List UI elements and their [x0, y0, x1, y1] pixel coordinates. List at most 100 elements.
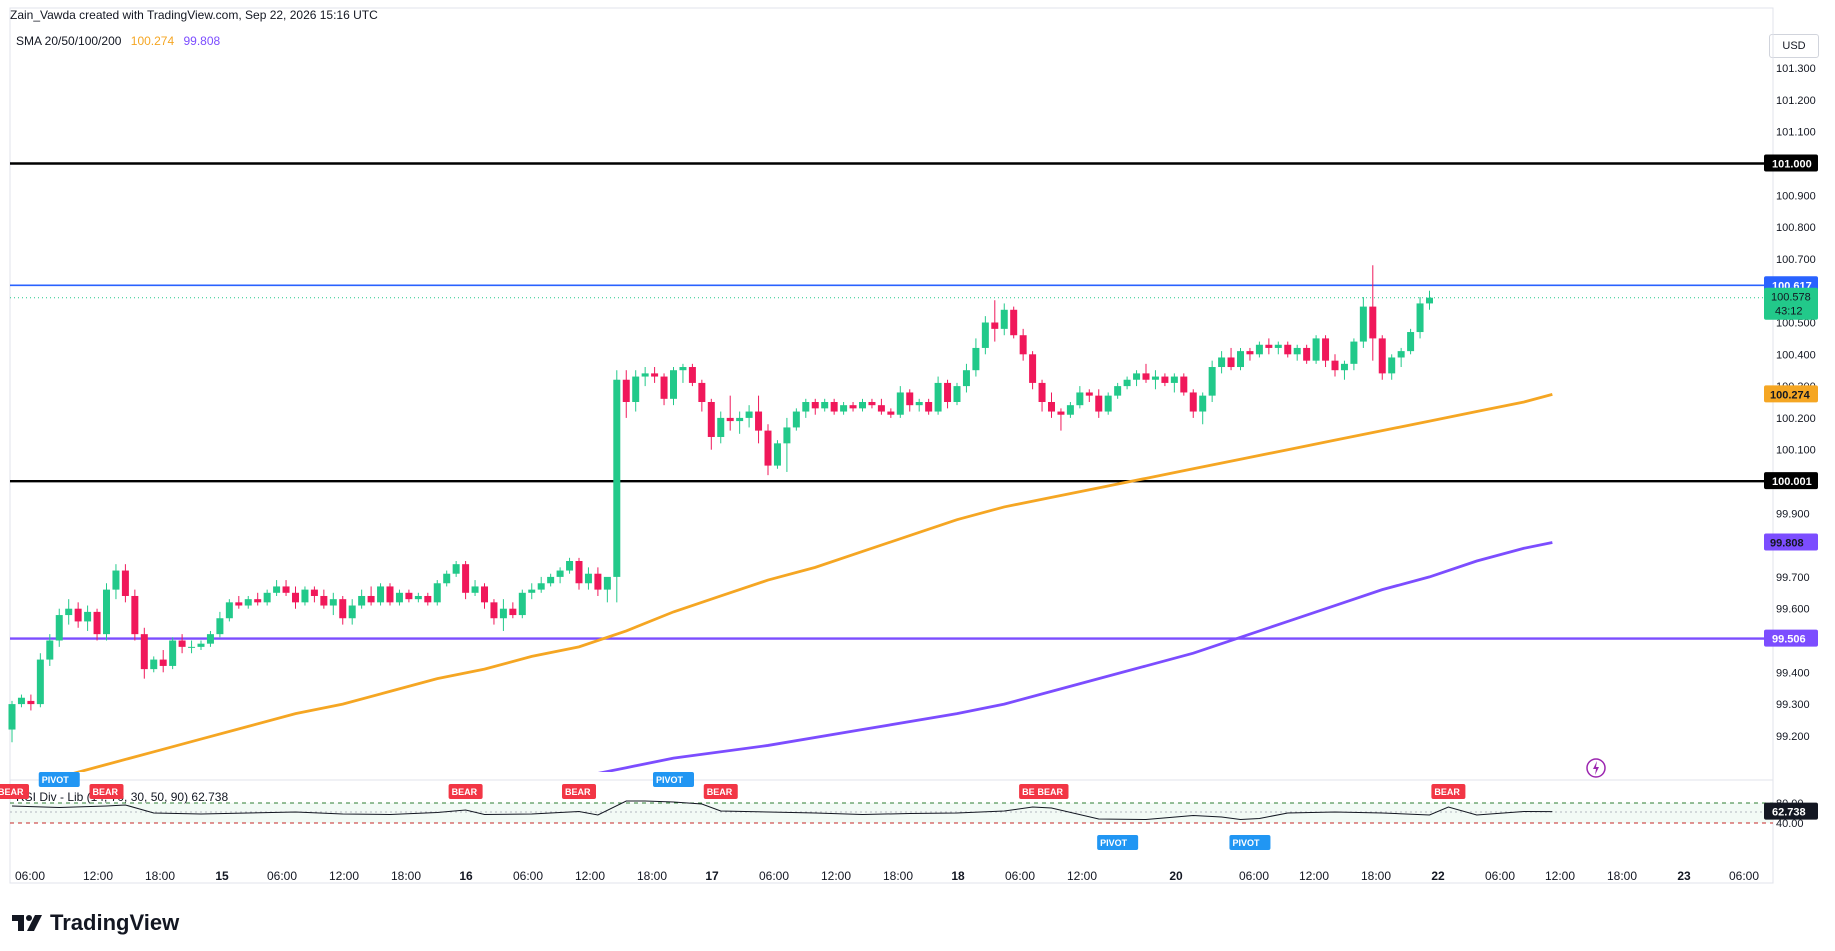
candle-body [36, 659, 44, 705]
alert-bolt-glyph [1593, 761, 1599, 775]
candle-body [906, 392, 914, 406]
candle-body [1151, 376, 1159, 380]
candle-body [1397, 351, 1405, 358]
candle-body [896, 392, 904, 415]
candle-body [1274, 344, 1282, 348]
candle-body [991, 322, 999, 329]
candle-body [414, 595, 422, 600]
countdown-text: 43:12 [1775, 306, 1803, 318]
candle-body [348, 605, 356, 619]
candle-body [424, 595, 432, 603]
candle-body [1416, 303, 1424, 333]
sma-orange-line [73, 393, 1553, 772]
rsi-signal-badge [653, 772, 694, 787]
candle-body [1208, 367, 1216, 396]
candle-body [1265, 344, 1273, 348]
sma-legend-label: SMA 20/50/100/200 [16, 34, 122, 48]
sma-purple-value: 99.808 [183, 34, 221, 48]
candle-body [1426, 297, 1433, 304]
y-axis: 101.300 101.200 101.100 100.900 100.800 100.7… [1776, 63, 1816, 743]
candle-body [131, 595, 139, 635]
candle-body [1133, 373, 1141, 380]
candle-body [1189, 392, 1197, 412]
candle-body [27, 700, 35, 705]
y-tick-label: 100.200 [1776, 413, 1816, 425]
rsi-signal-text: BEAR [93, 787, 119, 797]
candle-body [1085, 392, 1093, 396]
candle-body [462, 564, 470, 593]
candle-body [1104, 395, 1112, 412]
candle-body [197, 643, 205, 647]
candle-body [386, 586, 394, 603]
candles [8, 265, 1433, 743]
x-tick-label: 06:00 [267, 869, 297, 883]
x-tick-label: 12:00 [1299, 869, 1329, 883]
candle-body [1170, 376, 1178, 383]
candle-body [1237, 351, 1244, 368]
y-tick-label: 100.800 [1776, 222, 1816, 234]
x-tick-label: 16 [459, 869, 473, 883]
rsi-signal-badge [1431, 784, 1466, 799]
candle-body [1388, 357, 1396, 374]
candle-body [235, 602, 243, 606]
candle-body [150, 659, 158, 670]
rsi-signal-text: BEAR [0, 787, 24, 797]
rsi-signal-text: PIVOT [42, 775, 70, 785]
candle-body [46, 640, 54, 660]
rsi-signal-text: PIVOT [656, 775, 684, 785]
candle-body [528, 589, 536, 593]
candle-body [679, 367, 687, 371]
rsi-signal-badge [1229, 835, 1271, 850]
candle-body [830, 402, 838, 412]
y-tick-label: 99.400 [1776, 667, 1810, 679]
candle-body [367, 595, 375, 603]
candle-body [1095, 395, 1103, 412]
candle-body [1340, 363, 1348, 371]
candle-body [395, 592, 403, 603]
x-tick-label: 06:00 [759, 869, 789, 883]
rsi-signal-text: BEAR [565, 787, 591, 797]
candle-body [783, 427, 791, 444]
rsi-signal-text: BEAR [1038, 787, 1064, 797]
candle-body [849, 405, 857, 409]
y-tick-label: 99.300 [1776, 699, 1810, 711]
candle-body [1246, 351, 1254, 355]
candle-body [1322, 338, 1330, 361]
candle-body [159, 659, 167, 666]
candle-body [755, 411, 763, 431]
x-tick-label: 12:00 [1067, 869, 1097, 883]
candle-body [1378, 338, 1386, 374]
candle-body [688, 367, 696, 383]
candle-body [641, 373, 649, 377]
candle-body [74, 608, 82, 622]
x-tick-label: 06:00 [15, 869, 45, 883]
candle-body [282, 586, 290, 593]
candle-body [1303, 347, 1311, 361]
sma-price-tag [1764, 385, 1818, 403]
candle-body [178, 640, 186, 647]
tradingview-logo[interactable]: TradingView [10, 910, 179, 936]
candle-body [915, 402, 923, 406]
candle-body [660, 376, 668, 399]
candle-body [103, 589, 110, 635]
candle-body [868, 402, 876, 406]
x-tick-label: 06:00 [1729, 869, 1759, 883]
rsi-value-tag-text: 62.738 [1772, 807, 1806, 819]
candle-body [594, 573, 602, 590]
candle-body [651, 373, 659, 377]
x-tick-label: 12:00 [329, 869, 359, 883]
x-tick-label: 22 [1431, 869, 1445, 883]
candle-body [1000, 309, 1008, 329]
candle-body [244, 599, 252, 606]
x-tick-label: 06:00 [1485, 869, 1515, 883]
candle-body [433, 583, 441, 603]
candle-body [471, 586, 479, 593]
candle-body [726, 417, 734, 422]
candle-body [188, 646, 196, 648]
y-tick-label: 100.700 [1776, 254, 1816, 266]
sma-legend[interactable]: SMA 20/50/100/200 100.274 99.808 [16, 34, 220, 48]
x-tick-label: 17 [705, 869, 719, 883]
x-tick-label: 18:00 [1361, 869, 1391, 883]
currency-button[interactable]: USD [1769, 34, 1819, 58]
